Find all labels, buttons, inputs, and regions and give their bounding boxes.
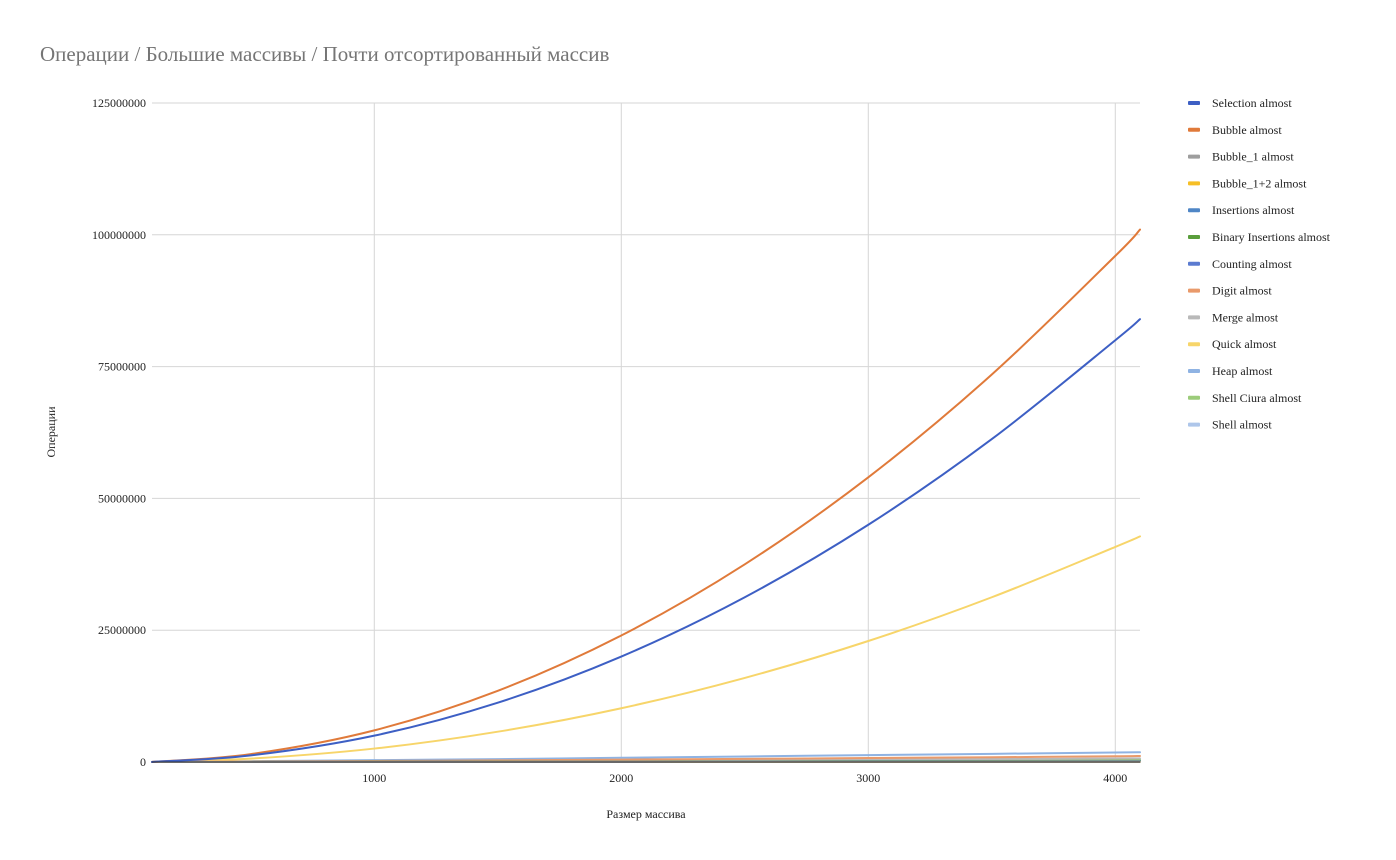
y-tick-label: 75000000 [98,360,146,374]
grid-layer [152,102,1140,762]
legend-swatch [1188,101,1200,105]
legend-swatch [1188,261,1200,266]
x-tick-label: 4000 [1103,771,1127,785]
legend-swatch [1188,181,1200,186]
x-tick-label: 2000 [609,771,633,785]
legend-swatch [1188,154,1200,159]
legend-label: Insertions almost [1212,203,1295,217]
y-tick-label: 100000000 [92,228,146,242]
legend: Selection almost Bubble almost Bubble_1 al… [1188,96,1331,432]
legend-label: Quick almost [1212,337,1277,351]
x-tick-label: 3000 [856,771,880,785]
legend-label: Heap almost [1212,364,1273,378]
chart-title: Операции / Большие массивы / Почти отсор… [40,42,610,66]
legend-label: Bubble almost [1212,123,1282,137]
y-tick-label: 25000000 [98,623,146,637]
legend-swatch [1188,342,1200,347]
series-line-quick-almost [151,535,1141,763]
y-tick-label: 50000000 [98,491,146,505]
axis-layer: 0 25000000 50000000 75000000 100000000 125000… [92,96,1140,785]
legend-label: Binary Insertions almost [1212,230,1331,244]
series-line-selection-almost [151,318,1141,763]
x-axis-title: Размер массива [606,807,686,821]
legend-label: Merge almost [1212,310,1279,324]
legend-label: Counting almost [1212,257,1292,271]
y-axis-title: Операции [44,406,58,458]
legend-label: Selection almost [1212,96,1292,110]
legend-label: Bubble_1 almost [1212,150,1294,164]
legend-swatch [1188,127,1200,132]
legend-swatch [1188,315,1200,320]
legend-swatch [1188,208,1200,213]
legend-label: Bubble_1+2 almost [1212,176,1307,190]
legend-label: Shell Ciura almost [1212,391,1302,405]
legend-swatch [1188,395,1200,400]
series-line-bubble-almost [151,228,1141,763]
legend-swatch [1188,369,1200,373]
series-layer [151,228,1141,763]
legend-swatch [1188,288,1200,293]
legend-swatch [1188,422,1200,427]
y-tick-label: 125000000 [92,96,146,110]
legend-swatch [1188,235,1200,239]
y-tick-label: 0 [140,755,146,769]
x-tick-label: 1000 [362,771,386,785]
legend-label: Shell almost [1212,418,1272,432]
legend-label: Digit almost [1212,284,1272,298]
